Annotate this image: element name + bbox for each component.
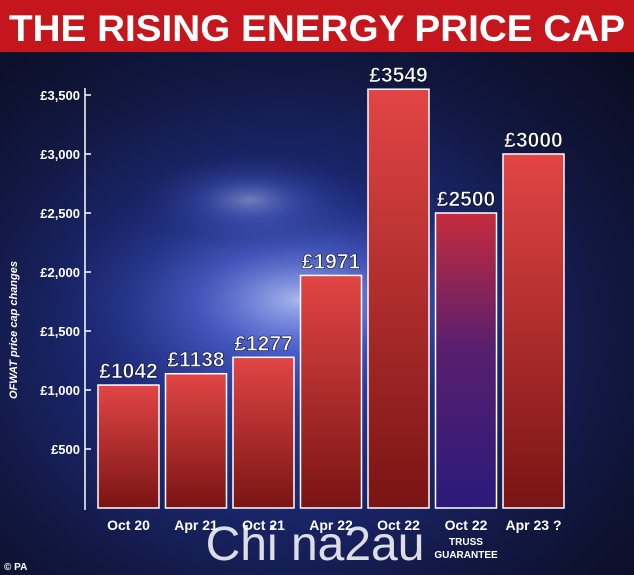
bar-value-label: £1971 bbox=[302, 250, 361, 273]
y-tick-label: £3,000 bbox=[40, 147, 80, 162]
chart-title: THE RISING ENERGY PRICE CAP bbox=[9, 8, 625, 49]
x-tick-sublabel: GUARANTEE bbox=[434, 550, 498, 561]
x-tick-label: Apr 22 bbox=[309, 517, 353, 533]
x-tick-label: Oct 22 bbox=[445, 517, 488, 533]
x-tick-sublabel: TRUSS bbox=[449, 537, 483, 548]
bar-value-label: £1277 bbox=[234, 332, 292, 355]
bar bbox=[299, 274, 363, 509]
y-tick-label: £500 bbox=[51, 442, 80, 457]
bar-value-label: £1042 bbox=[99, 360, 157, 383]
bar-value-label: £2500 bbox=[437, 188, 495, 211]
bar bbox=[164, 372, 228, 509]
x-tick-label: Oct 20 bbox=[107, 517, 150, 533]
x-tick-label: Apr 21 bbox=[174, 517, 218, 533]
bar bbox=[232, 356, 295, 509]
y-tick-label: £2,000 bbox=[40, 265, 80, 280]
y-tick-label: £1,500 bbox=[40, 324, 80, 339]
x-tick-label: Oct 21 bbox=[242, 517, 285, 533]
bars: £1042 £1138 £1277 £1971 £3549 £2500 £3000 bbox=[97, 64, 565, 509]
bar-value-label: £3549 bbox=[369, 64, 427, 87]
bar bbox=[97, 384, 160, 509]
x-tick-label: Apr 23 ? bbox=[505, 517, 561, 533]
bar bbox=[434, 212, 498, 509]
title-banner bbox=[0, 0, 634, 52]
x-tick-label: Oct 22 bbox=[377, 517, 420, 533]
bar bbox=[367, 88, 430, 509]
bar bbox=[502, 153, 565, 509]
flame-glow-2 bbox=[130, 150, 370, 250]
source-credit: © PA bbox=[4, 562, 27, 573]
y-tick-label: £2,500 bbox=[40, 206, 80, 221]
y-tick-label: £1,000 bbox=[40, 383, 80, 398]
watermark: Chi na2au bbox=[206, 518, 425, 571]
y-axis-label: OFWAT price cap changes bbox=[8, 261, 20, 399]
bar-value-label: £3000 bbox=[504, 129, 562, 152]
bar-value-label: £1138 bbox=[167, 349, 225, 372]
y-ticks: £500 £1,000 £1,500 £2,000 £2,500 £3,000 £3,500 bbox=[40, 88, 91, 457]
y-tick-label: £3,500 bbox=[40, 88, 80, 103]
x-labels: Oct 20 Apr 21 Oct 21 Apr 22 Oct 22 Oct 22 TRUS… bbox=[107, 517, 561, 561]
